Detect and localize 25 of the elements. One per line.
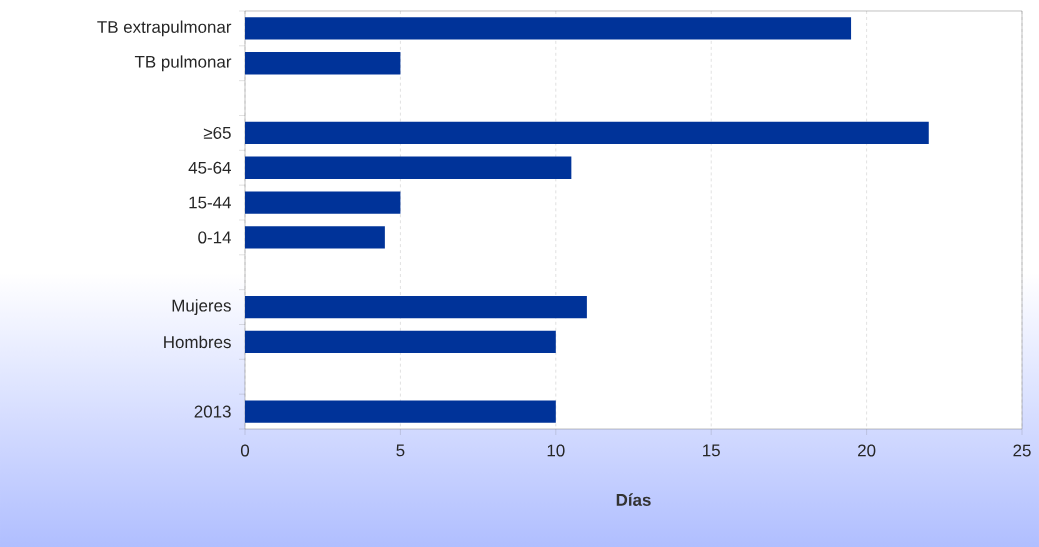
y-tick-label: Hombres xyxy=(164,335,231,349)
y-tick-label: TB extrapulmonar xyxy=(97,20,232,37)
bar xyxy=(245,52,401,75)
x-tick-label: 10 xyxy=(547,444,565,457)
y-tick-label: 2013 xyxy=(194,405,231,418)
bar xyxy=(245,226,385,249)
y-tick-label: 45-64 xyxy=(188,161,231,174)
bar xyxy=(245,17,852,40)
bar xyxy=(245,121,929,145)
y-tick-label: 0-14 xyxy=(198,231,231,244)
x-tick-label: 15 xyxy=(703,444,720,457)
x-tick-label: 5 xyxy=(396,444,405,457)
bar xyxy=(245,400,556,423)
x-axis-title: Días xyxy=(616,493,651,506)
y-tick-label: 15-44 xyxy=(189,196,231,209)
x-tick-label: 25 xyxy=(1013,444,1031,457)
bar xyxy=(245,295,587,319)
x-tick-label: 0 xyxy=(240,444,250,457)
y-tick-label: ≥65 xyxy=(203,126,231,139)
x-tick-label: 20 xyxy=(858,444,876,457)
y-tick-label: TB pulmonar xyxy=(134,55,232,72)
bar xyxy=(245,191,401,214)
bar xyxy=(245,156,572,179)
bar xyxy=(245,330,556,354)
y-tick-label: Mujeres xyxy=(172,299,231,315)
